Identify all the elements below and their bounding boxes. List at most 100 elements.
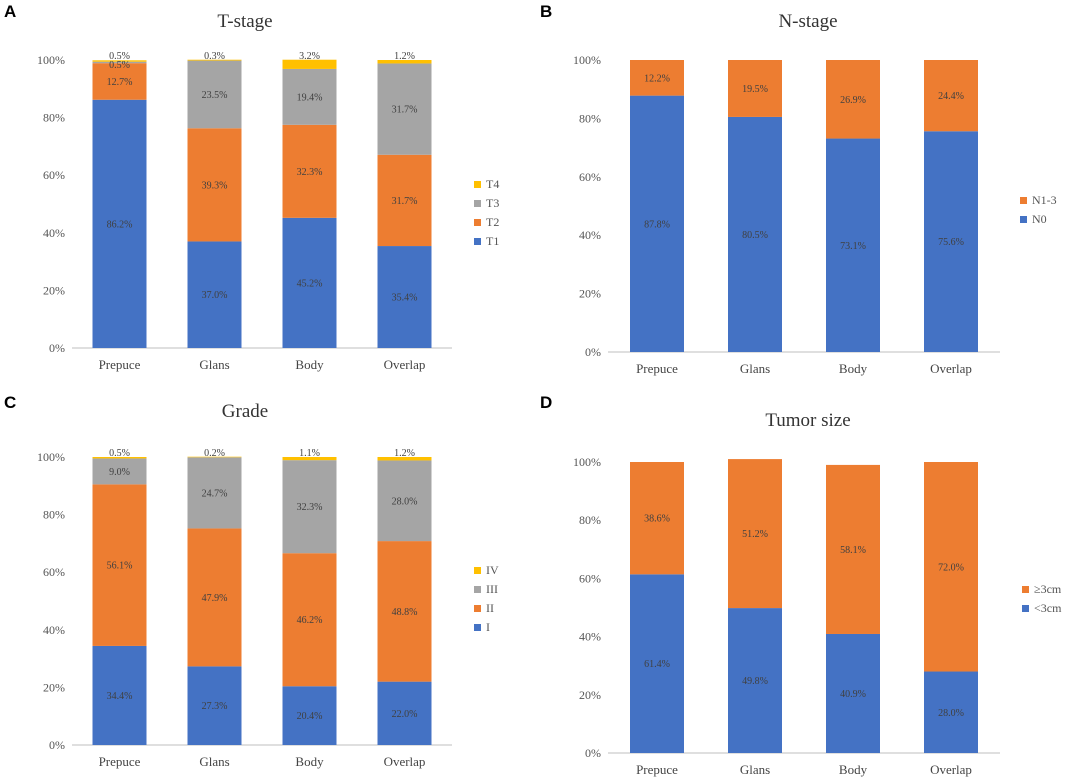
legend-swatch bbox=[474, 605, 481, 612]
y-tick-label: 0% bbox=[585, 746, 601, 760]
bar-segment-iii-body bbox=[282, 460, 337, 554]
bar-segment-n13-prepuce bbox=[630, 60, 684, 96]
bar-segment-n0-glans bbox=[728, 116, 782, 352]
bar-segment-iii-overlap bbox=[377, 460, 432, 542]
bar-segment-i-overlap bbox=[377, 681, 432, 745]
legend-label: T1 bbox=[486, 234, 499, 248]
x-category-label: Prepuce bbox=[99, 754, 141, 769]
bar-segment-n0-prepuce bbox=[630, 95, 684, 353]
x-category-label: Glans bbox=[199, 754, 229, 769]
legend-label: N0 bbox=[1032, 212, 1047, 226]
chart-title: T-stage bbox=[217, 11, 272, 32]
bar-segment-iv-prepuce bbox=[92, 457, 147, 459]
bar-segment-iv-body bbox=[282, 457, 337, 461]
data-label: 39.3% bbox=[202, 180, 228, 191]
data-label: 1.1% bbox=[299, 448, 320, 459]
bar-segment-iv-overlap bbox=[377, 457, 432, 461]
bar-segment-t4-prepuce bbox=[92, 60, 147, 62]
bar-segment-ii-overlap bbox=[377, 541, 432, 682]
bar-segment-i-body bbox=[282, 686, 337, 745]
bar-segment-ii-prepuce bbox=[92, 484, 147, 646]
data-label: 32.3% bbox=[297, 502, 323, 513]
panel-letter: A bbox=[4, 2, 16, 21]
y-tick-label: 0% bbox=[49, 738, 65, 752]
x-category-label: Glans bbox=[199, 357, 229, 372]
bar-segment-t2-overlap bbox=[377, 154, 432, 247]
y-tick-label: 20% bbox=[579, 688, 601, 702]
data-label: 49.8% bbox=[742, 676, 768, 687]
x-category-label: Prepuce bbox=[99, 357, 141, 372]
y-tick-label: 60% bbox=[43, 168, 65, 182]
legend-label: N1-3 bbox=[1032, 193, 1057, 207]
panel-letter: B bbox=[540, 2, 552, 21]
legend-label: I bbox=[486, 620, 490, 634]
y-tick-label: 80% bbox=[43, 508, 65, 522]
data-label: 75.6% bbox=[938, 237, 964, 248]
bar-segment-t4-glans bbox=[187, 59, 242, 61]
data-label: 0.3% bbox=[204, 51, 225, 62]
y-tick-label: 20% bbox=[43, 283, 65, 297]
data-label: 31.7% bbox=[392, 196, 418, 207]
panel-letter: D bbox=[540, 393, 552, 412]
data-label: 58.1% bbox=[840, 545, 866, 556]
data-label: 80.5% bbox=[742, 230, 768, 241]
legend-label: T3 bbox=[486, 196, 499, 210]
x-category-label: Body bbox=[839, 361, 868, 376]
data-label: 3.2% bbox=[299, 51, 320, 62]
legend-label: ≥3cm bbox=[1034, 582, 1062, 596]
x-category-label: Glans bbox=[740, 361, 770, 376]
data-label: 26.9% bbox=[840, 95, 866, 106]
bar-segment-t4-body bbox=[282, 59, 337, 69]
data-label: 9.0% bbox=[109, 467, 130, 478]
bar-segment-n13-glans bbox=[728, 60, 782, 117]
data-label: 47.9% bbox=[202, 593, 228, 604]
legend-swatch bbox=[474, 586, 481, 593]
data-label: 34.4% bbox=[107, 691, 133, 702]
chart-title: Tumor size bbox=[765, 410, 850, 431]
data-label: 32.3% bbox=[297, 167, 323, 178]
bar-segment-3cm-prepuce bbox=[630, 574, 684, 753]
x-category-label: Body bbox=[295, 357, 324, 372]
data-label: 35.4% bbox=[392, 293, 418, 304]
data-label: 72.0% bbox=[938, 562, 964, 573]
bar-segment-3cm-glans bbox=[728, 459, 782, 609]
bar-segment-iv-glans bbox=[187, 456, 242, 458]
data-label: 0.5% bbox=[109, 51, 130, 62]
y-tick-label: 100% bbox=[573, 455, 601, 469]
bar-segment-t2-prepuce bbox=[92, 63, 147, 100]
data-label: 19.5% bbox=[742, 84, 768, 95]
bar-segment-n13-overlap bbox=[924, 60, 978, 132]
y-tick-label: 100% bbox=[573, 53, 601, 67]
x-category-label: Glans bbox=[740, 762, 770, 777]
chart-title: Grade bbox=[222, 401, 268, 422]
data-label: 12.7% bbox=[107, 77, 133, 88]
panel-b-n-stage: B N-stage 0% 20% 40% 60% 80% 100% 12.2% 87.8% Pr… bbox=[540, 2, 1057, 376]
bar-segment-t3-glans bbox=[187, 60, 242, 129]
bar-segment-t1-body bbox=[282, 217, 337, 348]
bar-segment-iii-glans bbox=[187, 457, 242, 529]
x-category-label: Prepuce bbox=[636, 361, 678, 376]
bar-segment-ii-body bbox=[282, 553, 337, 687]
bar-segment-t3-overlap bbox=[377, 63, 432, 155]
legend-label: III bbox=[486, 582, 498, 596]
y-tick-label: 100% bbox=[37, 53, 65, 67]
x-category-label: Overlap bbox=[384, 357, 426, 372]
data-label: 0.5% bbox=[109, 448, 130, 459]
y-tick-label: 40% bbox=[579, 228, 601, 242]
data-label: 22.0% bbox=[392, 709, 418, 720]
data-label: 48.8% bbox=[392, 607, 418, 618]
legend-swatch bbox=[474, 181, 481, 188]
data-label: 27.3% bbox=[202, 701, 228, 712]
legend-swatch bbox=[474, 238, 481, 245]
bar-segment-t4-overlap bbox=[377, 60, 432, 64]
data-label: 31.7% bbox=[392, 105, 418, 116]
y-tick-label: 20% bbox=[579, 287, 601, 301]
bar-segment-iii-prepuce bbox=[92, 458, 147, 485]
data-label: 24.7% bbox=[202, 488, 228, 499]
y-tick-label: 100% bbox=[37, 450, 65, 464]
x-category-label: Overlap bbox=[930, 361, 972, 376]
y-tick-label: 60% bbox=[579, 170, 601, 184]
panel-d-tumor-size: D Tumor size 0% 20% 40% 60% 80% 100% 38.6% 61.4… bbox=[540, 393, 1062, 777]
data-label: 20.4% bbox=[297, 711, 323, 722]
